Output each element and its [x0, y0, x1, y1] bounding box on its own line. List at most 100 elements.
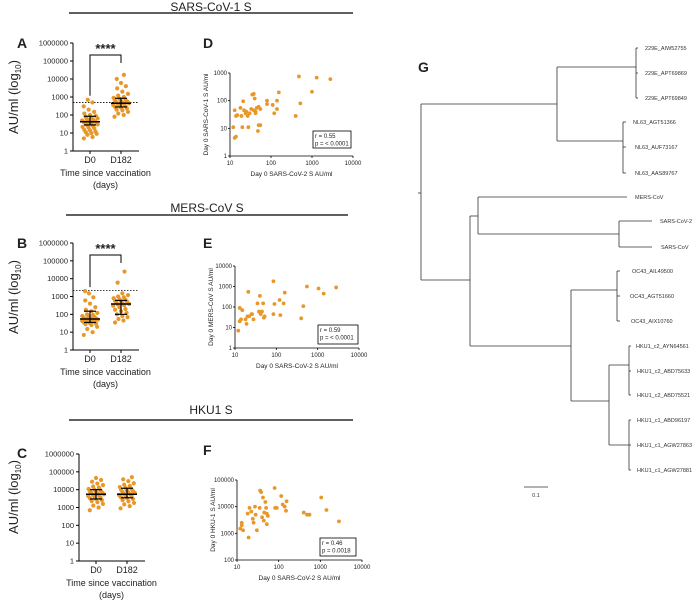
- data-point: [92, 109, 97, 114]
- data-point: [255, 301, 260, 306]
- data-point: [240, 308, 245, 313]
- data-point: [237, 306, 242, 310]
- y-axis-label: AU/ml (log10): [6, 60, 23, 134]
- y-tick-label: 1000: [51, 93, 68, 102]
- ylabel-main: AU/ml (log: [6, 273, 21, 334]
- tree-leaf-label: 229E_APT69869: [645, 71, 687, 77]
- stats-box: [312, 130, 352, 149]
- data-point: [239, 317, 243, 322]
- x-axis-label: Day 0 SARS-CoV-2 S AU/ml: [259, 575, 342, 582]
- data-point: [121, 477, 126, 482]
- x-tick-label: 100: [274, 565, 285, 571]
- data-point: [129, 475, 134, 480]
- data-point: [236, 328, 241, 333]
- data-point: [81, 104, 86, 109]
- data-point: [111, 303, 116, 308]
- data-point: [274, 505, 279, 510]
- x-axis-label: Day 0 SARS-CoV-2 S AU/ml: [256, 363, 339, 370]
- data-point: [250, 312, 255, 317]
- y-axis-label: Day 0 MERS-CoV S AU/ml: [208, 268, 215, 346]
- x-tick-label: D182: [110, 155, 132, 165]
- tree-leaf-label: HKU1_c2_ABD75633: [637, 369, 690, 375]
- data-point: [265, 98, 269, 103]
- data-point: [80, 313, 85, 319]
- tree-leaf-label: SARS-CoV: [661, 245, 689, 251]
- data-point: [275, 98, 279, 103]
- data-point: [279, 494, 284, 498]
- significance-stars: ****: [95, 241, 116, 256]
- data-point: [122, 269, 127, 274]
- data-point: [251, 520, 256, 525]
- y-tick-label: 100: [55, 111, 68, 120]
- data-point: [260, 309, 264, 314]
- data-point: [96, 505, 101, 510]
- y-axis-label: Day 0 HKU-1 S AU/ml: [210, 488, 217, 552]
- data-point: [263, 500, 268, 504]
- data-point: [82, 111, 87, 116]
- x-tick-label: 10: [227, 161, 234, 167]
- data-point: [83, 298, 88, 303]
- tree-leaf-label: HKU1_c1_AGW27863: [637, 443, 692, 449]
- tree-leaf-label: SARS-CoV-2: [660, 219, 692, 225]
- data-point: [328, 77, 333, 82]
- data-point: [121, 72, 127, 77]
- tree-leaf-label: HKU1_c1_ABD96197: [637, 418, 690, 424]
- y-axis-label: AU/ml (log10): [6, 460, 23, 534]
- stats-p: p = < 0.0001: [315, 142, 349, 148]
- x-axis-label-units: (days): [93, 180, 118, 190]
- y-tick-label: 10000: [47, 75, 68, 84]
- data-point: [253, 512, 258, 517]
- y-axis-label: AU/ml (log10): [6, 260, 23, 334]
- data-point: [261, 301, 266, 306]
- data-point: [118, 80, 124, 86]
- data-point: [260, 515, 264, 520]
- x-tick-label: 10000: [354, 565, 371, 571]
- data-point: [258, 107, 263, 111]
- data-point: [127, 483, 132, 489]
- data-point: [247, 111, 252, 116]
- data-point: [90, 313, 96, 318]
- data-point: [246, 535, 251, 540]
- significance-bracket: [89, 254, 122, 288]
- data-point: [84, 312, 90, 317]
- data-point: [281, 301, 286, 306]
- ylabel-close: ): [6, 260, 21, 264]
- data-point: [91, 503, 96, 508]
- data-point: [87, 301, 93, 306]
- y-tick-label: 1: [64, 346, 68, 355]
- data-point: [95, 481, 100, 486]
- x-tick-label: 1000: [314, 565, 328, 571]
- data-point: [243, 317, 248, 322]
- data-point: [81, 332, 86, 338]
- x-axis-label-units: (days): [99, 590, 124, 600]
- data-point: [261, 518, 266, 523]
- data-point: [114, 76, 119, 82]
- panel-b: MERS-CoV SB1101001000100001000001000000A…: [6, 201, 348, 389]
- ylabel-sub: 10: [14, 464, 23, 473]
- y-tick-label: 10: [225, 326, 232, 332]
- ylabel-close: ): [6, 60, 21, 64]
- y-tick-label: 10000: [215, 264, 232, 270]
- data-point: [337, 519, 341, 524]
- data-point: [275, 107, 279, 111]
- significance-stars: ****: [95, 41, 116, 56]
- section-title: SARS-CoV-1 S: [170, 0, 251, 14]
- stats-box: [317, 324, 359, 345]
- y-tick-label: 1: [64, 147, 68, 156]
- x-axis-label: Time since vaccination: [60, 367, 151, 377]
- data-point: [301, 304, 306, 309]
- data-point: [324, 508, 329, 512]
- data-point: [93, 475, 99, 481]
- y-tick-label: 100000: [49, 467, 74, 476]
- section-title: HKU1 S: [189, 403, 232, 417]
- data-point: [112, 320, 118, 325]
- y-tick-label: 1000000: [39, 39, 68, 48]
- data-point: [334, 285, 339, 290]
- data-point: [251, 317, 256, 322]
- data-point: [90, 330, 95, 335]
- y-tick-label: 100: [55, 310, 68, 319]
- y-tick-label: 1000: [57, 503, 74, 512]
